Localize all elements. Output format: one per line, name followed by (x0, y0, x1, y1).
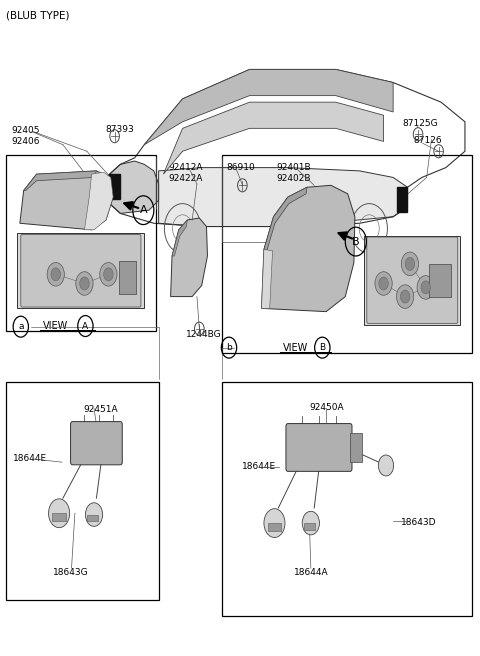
FancyBboxPatch shape (21, 234, 141, 307)
Circle shape (51, 268, 60, 281)
Text: 87126: 87126 (413, 136, 442, 145)
Bar (350, 433, 362, 462)
Text: b: b (226, 343, 232, 352)
Circle shape (85, 502, 103, 526)
Text: A: A (140, 205, 147, 215)
Polygon shape (84, 173, 113, 230)
Text: 86910: 86910 (227, 163, 255, 172)
Bar (222, 382, 472, 616)
Circle shape (379, 277, 388, 290)
Bar (304, 523, 315, 529)
Circle shape (302, 511, 320, 535)
Bar (268, 523, 281, 531)
Text: 18643D: 18643D (401, 518, 436, 527)
Bar (222, 155, 472, 353)
Text: 92405
92406: 92405 92406 (11, 127, 40, 146)
Circle shape (48, 499, 70, 527)
Circle shape (378, 455, 394, 476)
Polygon shape (163, 102, 384, 174)
Text: 92450A: 92450A (310, 403, 344, 412)
Bar (52, 513, 66, 521)
Text: VIEW: VIEW (43, 321, 68, 331)
Polygon shape (172, 220, 187, 256)
Circle shape (100, 262, 117, 286)
Polygon shape (262, 249, 273, 308)
Circle shape (76, 272, 93, 295)
Text: 18644A: 18644A (294, 568, 328, 577)
Bar (364, 236, 460, 325)
Text: 92401B
92402B: 92401B 92402B (276, 163, 311, 183)
Polygon shape (24, 171, 96, 190)
Text: A: A (83, 321, 88, 331)
Circle shape (401, 252, 419, 276)
Circle shape (417, 276, 434, 299)
Polygon shape (20, 171, 113, 230)
Bar (396, 187, 407, 212)
Circle shape (264, 508, 285, 537)
Polygon shape (170, 218, 207, 297)
Text: 92412A
92422A: 92412A 92422A (168, 163, 203, 183)
Circle shape (421, 281, 431, 294)
Polygon shape (262, 185, 355, 312)
Circle shape (405, 257, 415, 270)
Text: B: B (352, 237, 360, 247)
Circle shape (375, 272, 392, 295)
Text: 18644E: 18644E (12, 454, 47, 462)
Circle shape (80, 277, 89, 290)
Bar (429, 264, 451, 297)
Text: 1244BG: 1244BG (186, 330, 222, 339)
Circle shape (47, 262, 64, 286)
FancyBboxPatch shape (71, 422, 122, 465)
Bar (6, 155, 156, 331)
Circle shape (400, 290, 410, 303)
Text: 18643G: 18643G (53, 568, 89, 577)
Text: 18644E: 18644E (242, 462, 276, 471)
Bar (120, 261, 136, 294)
Circle shape (104, 268, 113, 281)
Bar (87, 514, 98, 521)
Bar (6, 382, 158, 600)
Polygon shape (106, 161, 158, 213)
FancyBboxPatch shape (367, 237, 458, 323)
Polygon shape (264, 187, 307, 251)
Text: 87125G: 87125G (403, 119, 438, 127)
Polygon shape (158, 168, 408, 226)
Polygon shape (144, 70, 393, 145)
Text: 92451A: 92451A (83, 405, 118, 413)
Circle shape (396, 285, 414, 308)
Text: a: a (18, 322, 24, 331)
Text: B: B (319, 343, 325, 352)
Text: (BLUB TYPE): (BLUB TYPE) (6, 10, 70, 20)
FancyBboxPatch shape (286, 424, 352, 472)
Text: VIEW: VIEW (283, 342, 308, 353)
Bar (109, 174, 120, 199)
Bar (17, 233, 144, 308)
Text: 87393: 87393 (105, 125, 134, 134)
